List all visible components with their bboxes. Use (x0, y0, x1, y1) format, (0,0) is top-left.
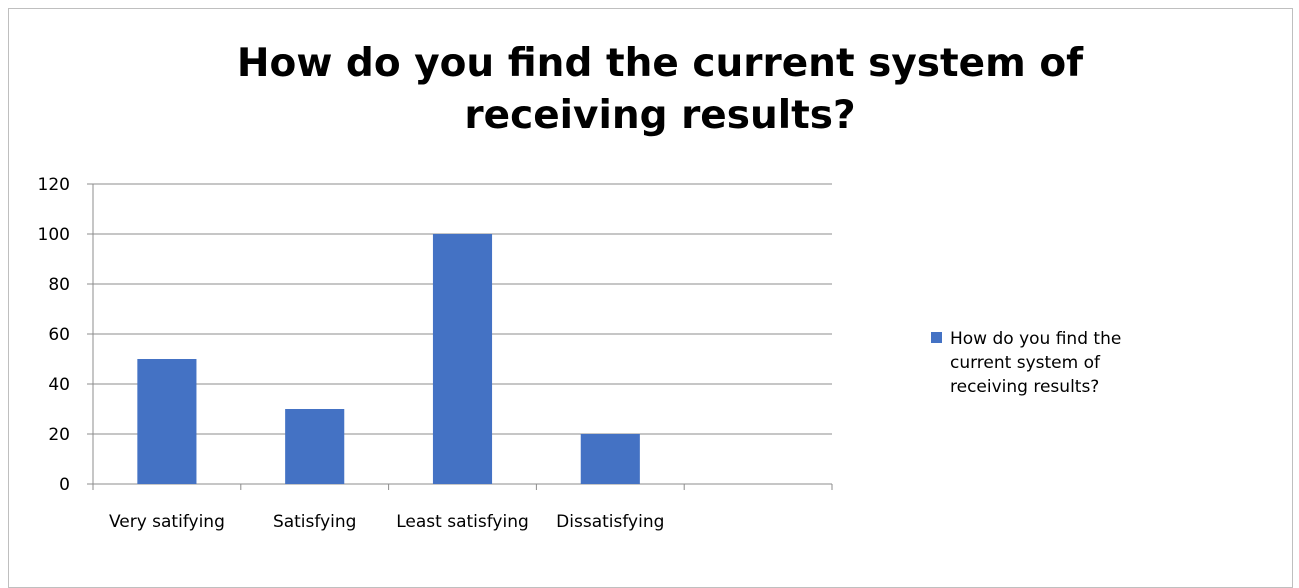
bar (580, 434, 640, 484)
y-tick-label: 0 (59, 475, 70, 495)
legend-label: How do you find the current system of re… (950, 329, 1122, 397)
y-tick-label: 120 (38, 175, 70, 195)
x-category-label: Dissatisfying (556, 512, 664, 532)
y-tick-label: 40 (48, 375, 70, 395)
bar-chart: 0 20 40 60 80 100 120 Very satifying Satisfying L… (38, 175, 833, 532)
bar (285, 409, 345, 484)
y-tick-label: 60 (48, 325, 70, 345)
y-tick-label: 80 (48, 275, 70, 295)
x-category-label: Satisfying (273, 512, 357, 532)
bar (432, 234, 493, 484)
chart-frame (8, 8, 1293, 588)
chart-title: How do you find the current system of re… (236, 41, 1084, 138)
y-tick-label: 20 (48, 425, 70, 445)
bar (137, 359, 197, 484)
y-tick-label: 100 (38, 225, 70, 245)
x-category-label: Very satifying (109, 512, 225, 532)
legend-swatch (931, 332, 942, 343)
x-category-label: Least satisfying (396, 512, 529, 532)
